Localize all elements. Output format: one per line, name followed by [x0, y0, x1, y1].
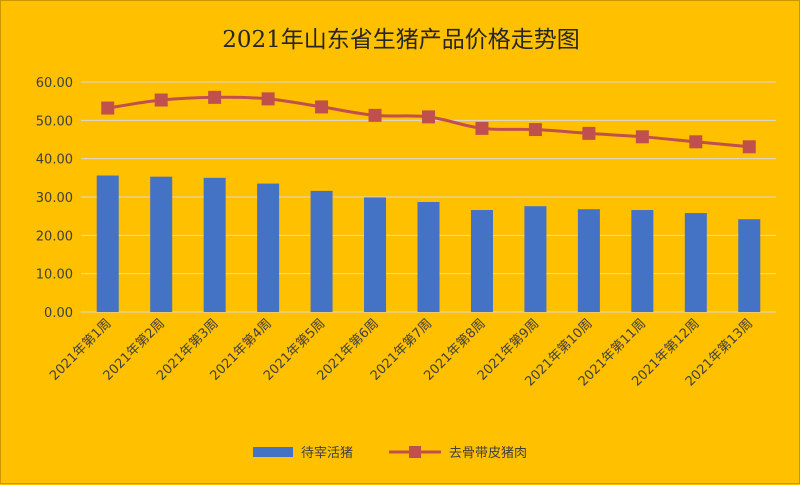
y-tick-label: 50.00 [36, 114, 73, 129]
y-tick-label: 30.00 [36, 191, 73, 206]
line-marker [582, 126, 596, 140]
legend-label: 去骨带皮猪肉 [449, 446, 527, 461]
line-marker [154, 93, 168, 107]
legend-label: 待宰活猪 [301, 445, 353, 461]
y-tick-label: 40.00 [36, 153, 73, 168]
line-marker [528, 123, 542, 137]
bar [203, 177, 226, 312]
legend: 待宰活猪 去骨带皮猪肉 [253, 445, 527, 461]
y-axis-labels: 0.00 10.00 20.00 30.00 40.00 50.00 60.00 [36, 76, 73, 321]
y-tick-label: 0.00 [44, 306, 73, 321]
line-marker [261, 92, 275, 106]
legend-swatch-marker [409, 446, 421, 458]
line-marker [368, 108, 382, 122]
bar [257, 183, 280, 312]
chart-title: 2021年山东省生猪产品价格走势图 [222, 27, 580, 53]
line-marker [422, 110, 435, 124]
y-tick-label: 60.00 [36, 76, 73, 91]
line-marker [475, 121, 489, 135]
bar [364, 197, 387, 312]
line-marker [742, 140, 756, 154]
bar [417, 201, 440, 312]
line-series [101, 90, 756, 154]
bar [684, 213, 707, 312]
y-tick-label: 20.00 [36, 229, 73, 244]
bar [150, 176, 173, 312]
bar [631, 210, 654, 312]
bar-series [96, 175, 761, 312]
line-marker [635, 130, 649, 144]
x-axis-labels: 2021年第1周2021年第2周2021年第3周2021年第4周2021年第5周… [47, 316, 756, 389]
bar [310, 190, 333, 312]
legend-swatch-bar [253, 447, 293, 457]
line-marker [208, 90, 222, 104]
bar [738, 219, 761, 312]
line-marker [101, 101, 115, 115]
y-tick-label: 10.00 [36, 268, 73, 283]
bar [577, 209, 600, 312]
bar [470, 210, 493, 312]
line-marker [315, 100, 329, 114]
line-marker [689, 135, 703, 149]
bar [524, 206, 547, 312]
bar [96, 175, 119, 312]
